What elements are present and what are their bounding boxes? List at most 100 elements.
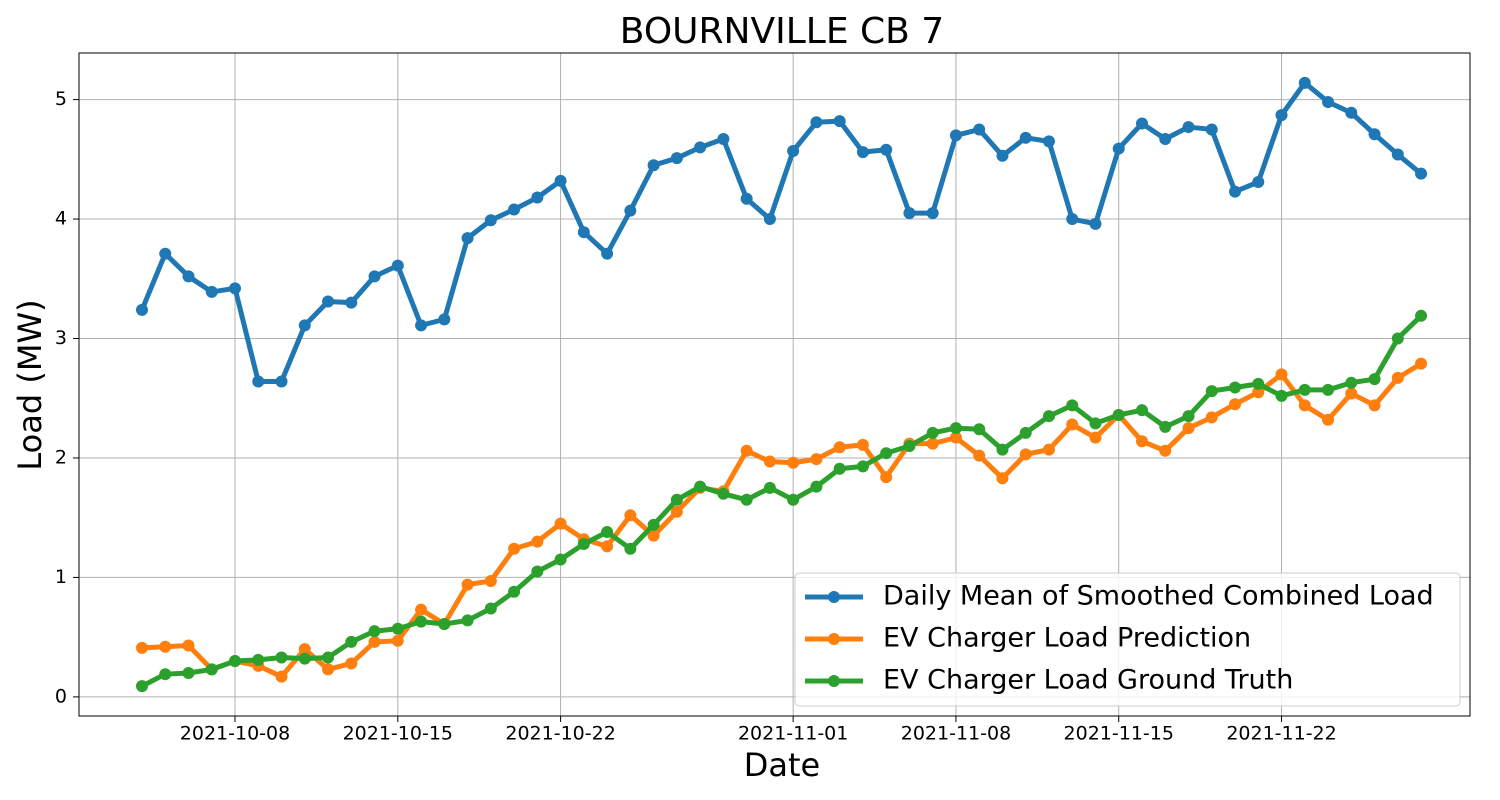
data-point [1252, 386, 1265, 399]
data-point [996, 443, 1009, 456]
data-point [531, 191, 544, 204]
data-point [1345, 387, 1358, 400]
data-point [810, 453, 823, 466]
data-point [252, 653, 265, 666]
data-point [740, 493, 753, 506]
data-point [1345, 106, 1358, 119]
data-point [298, 643, 311, 656]
data-point [182, 639, 195, 652]
data-point [1019, 448, 1032, 461]
data-point [135, 641, 148, 654]
data-point [322, 651, 335, 664]
data-point [1159, 133, 1172, 146]
data-point [1135, 117, 1148, 130]
data-point [833, 115, 846, 128]
data-point [368, 270, 381, 283]
y-tick-label: 0 [55, 685, 67, 707]
data-point [508, 542, 521, 555]
data-point [182, 666, 195, 679]
data-point [763, 213, 776, 226]
legend-marker [828, 633, 840, 645]
data-point [368, 625, 381, 638]
data-point [554, 517, 567, 530]
data-point [1391, 332, 1404, 345]
data-point [461, 614, 474, 627]
legend-marker [828, 591, 840, 603]
data-point [415, 319, 428, 332]
data-point [322, 295, 335, 308]
data-point [624, 542, 637, 555]
data-point [973, 423, 986, 436]
data-point [484, 575, 497, 588]
y-tick-label: 1 [55, 566, 67, 588]
data-point [461, 232, 474, 245]
data-point [1298, 76, 1311, 89]
data-point [717, 487, 730, 500]
data-point [833, 462, 846, 475]
data-point [1019, 426, 1032, 439]
data-point [810, 116, 823, 129]
x-axis-label: Date [744, 746, 820, 784]
data-point [391, 634, 404, 647]
data-point [601, 526, 614, 539]
data-point [926, 207, 939, 220]
data-point [1182, 422, 1195, 435]
data-point [1322, 95, 1335, 108]
y-tick-label: 4 [55, 208, 67, 230]
data-point [531, 565, 544, 578]
data-point [856, 460, 869, 473]
data-point [996, 149, 1009, 162]
data-point [554, 174, 567, 187]
data-point [810, 480, 823, 493]
data-point [1415, 167, 1428, 180]
data-point [926, 437, 939, 450]
data-point [298, 319, 311, 332]
data-point [903, 440, 916, 453]
data-point [159, 668, 172, 681]
x-tick-label: 2021-11-01 [738, 723, 848, 745]
data-point [577, 226, 590, 239]
data-point [577, 537, 590, 550]
data-point [229, 282, 242, 295]
data-point [275, 375, 288, 388]
data-point [601, 540, 614, 553]
data-point [1391, 371, 1404, 384]
data-point [1066, 399, 1079, 412]
data-point [275, 670, 288, 683]
data-point [763, 481, 776, 494]
data-point [391, 622, 404, 635]
data-point [1415, 309, 1428, 322]
data-point [903, 207, 916, 220]
data-point [1298, 383, 1311, 396]
data-point [1275, 389, 1288, 402]
data-point [205, 285, 218, 298]
plot-frame [78, 52, 1471, 717]
data-point [1159, 420, 1172, 433]
data-point [949, 422, 962, 435]
data-point [601, 247, 614, 260]
data-point [275, 651, 288, 664]
data-point [368, 635, 381, 648]
data-point [1112, 408, 1125, 421]
data-point [670, 493, 683, 506]
data-point [1275, 109, 1288, 122]
data-point [880, 471, 893, 484]
data-point [694, 141, 707, 154]
data-point [461, 578, 474, 591]
legend-label: EV Charger Load Ground Truth [883, 665, 1293, 696]
x-tick-label: 2021-10-15 [343, 723, 453, 745]
data-point [1019, 131, 1032, 144]
data-point [1229, 185, 1242, 198]
data-point [1298, 399, 1311, 412]
data-point [1229, 381, 1242, 394]
data-point [880, 447, 893, 460]
data-point [787, 493, 800, 506]
data-point [1159, 444, 1172, 457]
y-tick-label: 2 [55, 446, 67, 468]
data-point [484, 214, 497, 227]
x-tick-label: 2021-10-22 [505, 723, 615, 745]
data-point [298, 652, 311, 665]
data-point [949, 431, 962, 444]
data-point [1368, 373, 1381, 386]
